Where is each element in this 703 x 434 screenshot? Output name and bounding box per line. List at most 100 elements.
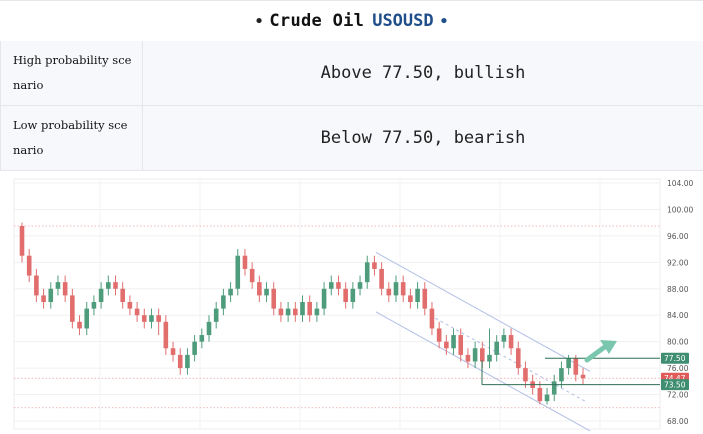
scenario-label: High probability scenario — [0, 41, 143, 105]
candle-body — [177, 354, 183, 369]
candle-body — [221, 295, 226, 309]
candle-body — [400, 282, 406, 296]
candle-body — [156, 315, 161, 322]
candle-body — [19, 225, 25, 256]
candle-body — [293, 308, 298, 316]
candle-body — [206, 321, 212, 336]
candle-body — [106, 282, 111, 289]
candle-body — [185, 354, 190, 369]
candle-body — [141, 315, 147, 322]
scenario-label: Low probability scenario — [0, 106, 143, 170]
candle-body — [257, 282, 262, 296]
candle-body — [278, 308, 284, 316]
candle-body — [307, 302, 312, 316]
candle-body — [357, 282, 363, 289]
price-chart[interactable]: 104.00 100.00 96.00 92.00 88.00 84.00 80.00 76.… — [0, 171, 703, 434]
candle-body — [34, 275, 39, 296]
candle-body — [444, 341, 449, 349]
candle-body — [551, 381, 557, 395]
candle-body — [77, 321, 82, 329]
candle-body — [285, 308, 291, 316]
candle-body — [379, 268, 384, 289]
candle-body — [91, 302, 97, 309]
candle-body — [458, 335, 464, 355]
candle-body — [580, 374, 586, 379]
candle-body — [120, 288, 125, 302]
candle-body — [199, 335, 205, 342]
candle-body — [62, 282, 68, 296]
candle-body — [300, 302, 305, 316]
candle-body — [436, 328, 442, 342]
candle-body — [134, 308, 140, 316]
candle-body — [70, 295, 75, 322]
candle-body — [343, 288, 348, 302]
y-tick-label: 92.00 — [667, 258, 689, 267]
candle-body — [573, 358, 579, 375]
candle-body — [170, 348, 176, 355]
price-badge — [661, 352, 689, 364]
candle-body — [271, 288, 277, 309]
candle-body — [26, 255, 32, 276]
scenario-row-low: Low probability scenario Below 77.50, be… — [0, 106, 703, 171]
candle-body — [127, 302, 133, 309]
candle-body — [415, 288, 420, 302]
candle-body — [314, 308, 320, 316]
title-bar: • Crude Oil USOUSD • — [0, 0, 703, 42]
price-badge-label: 73.50 — [664, 381, 686, 390]
candle-body — [451, 335, 456, 349]
candle-body — [113, 282, 118, 289]
scenario-value: Above 77.50, bullish — [143, 41, 703, 105]
candle-body — [48, 288, 54, 302]
candle-body — [84, 308, 90, 329]
candle-body — [264, 288, 269, 296]
y-tick-label: 68.00 — [667, 417, 689, 426]
candle-body — [494, 341, 499, 355]
bullet-icon: • — [253, 10, 265, 32]
asset-symbol: USOUSD — [372, 11, 434, 31]
candle-body — [321, 288, 327, 309]
y-tick-label: 104.00 — [667, 179, 693, 188]
candle-body — [41, 295, 46, 302]
candle-body — [508, 335, 514, 349]
candle-body — [228, 288, 233, 296]
y-tick-label: 80.00 — [667, 338, 689, 347]
candle-body — [537, 387, 543, 402]
asset-name: Crude Oil — [269, 11, 365, 31]
candle-body — [472, 348, 478, 362]
candle-body — [242, 255, 248, 269]
y-tick-label: 88.00 — [667, 285, 689, 294]
candle-body — [480, 348, 485, 362]
candle-body — [163, 321, 169, 349]
candle-body — [192, 341, 197, 355]
candle-body — [235, 255, 241, 289]
candle-body — [336, 282, 341, 289]
candle-body — [515, 348, 521, 369]
candle-body — [149, 315, 154, 322]
candle-body — [55, 282, 61, 289]
candlestick-chart[interactable]: 104.00 100.00 96.00 92.00 88.00 84.00 80.00 76.… — [0, 171, 703, 434]
candle-body — [213, 308, 219, 322]
y-tick-label: 96.00 — [667, 232, 689, 241]
candle-body — [487, 354, 492, 362]
candle-body — [393, 282, 399, 296]
candle-body — [249, 268, 255, 283]
price-badge-label: 74.47 — [664, 374, 686, 383]
candle-body — [422, 288, 428, 309]
candle-body — [364, 262, 370, 283]
scenario-row-high: High probability scenario Above 77.50, b… — [0, 41, 703, 106]
candle-body — [566, 358, 571, 369]
price-badge — [661, 379, 689, 391]
trend-channel-line — [375, 251, 591, 372]
y-tick-label: 100.00 — [667, 205, 693, 214]
candle-body — [328, 282, 334, 289]
candle-body — [465, 354, 471, 362]
candle-body — [559, 368, 564, 382]
y-tick-label: 84.00 — [667, 311, 689, 320]
price-badge-label: 77.50 — [664, 354, 686, 363]
candle-body — [501, 335, 507, 342]
candle-body — [372, 262, 377, 269]
bullish-arrow-icon — [584, 343, 609, 363]
candle-body — [544, 394, 550, 402]
plot-area — [13, 178, 661, 430]
scenario-value: Below 77.50, bearish — [143, 106, 703, 170]
